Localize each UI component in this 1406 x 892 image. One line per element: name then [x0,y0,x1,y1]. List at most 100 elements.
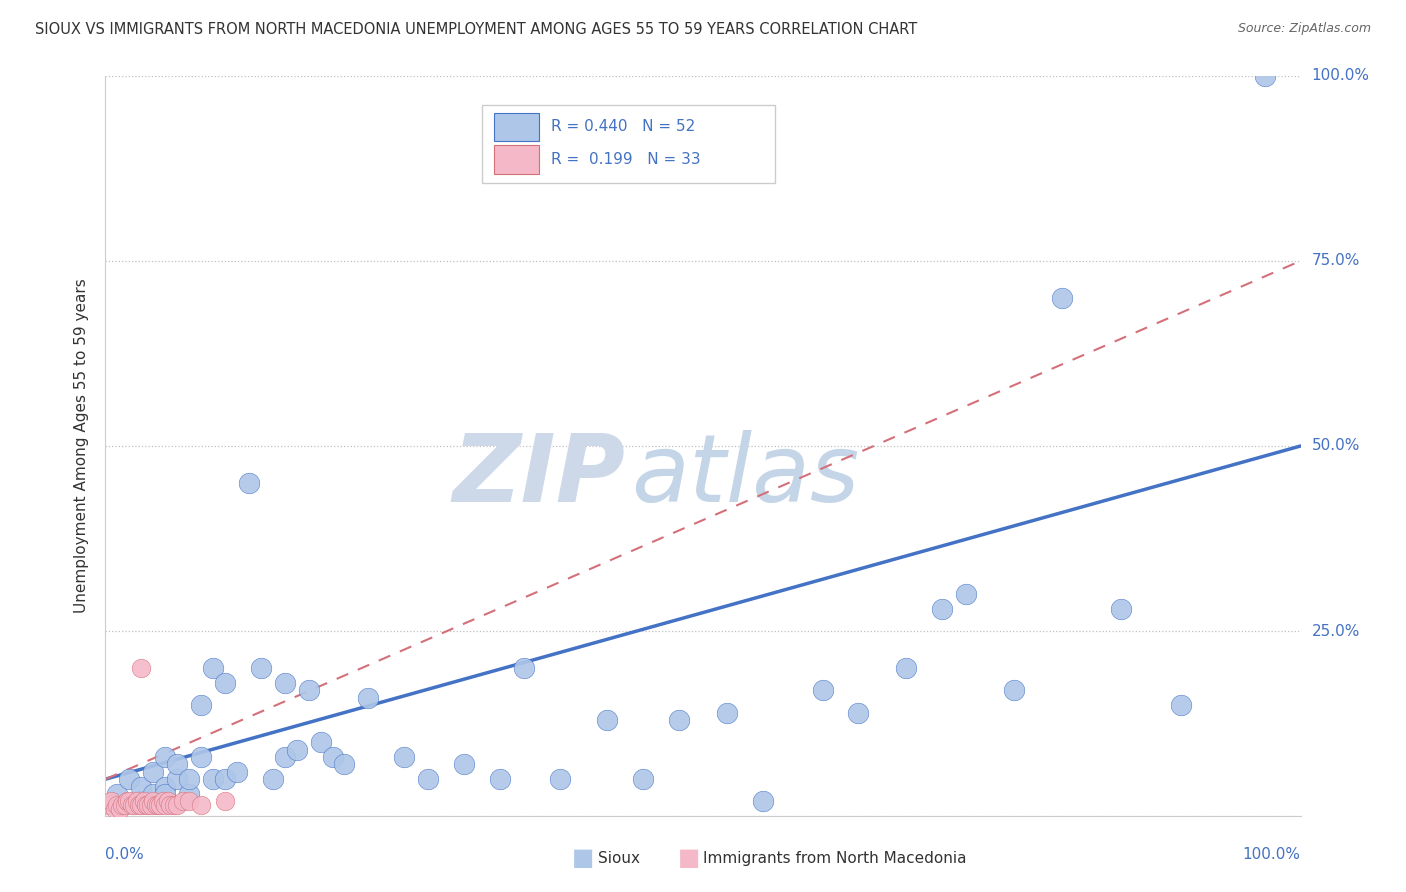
Bar [494,112,540,141]
Point [250,661,273,675]
Point [1002,683,1025,698]
Bar [494,145,540,174]
Text: Sioux: Sioux [598,851,640,865]
Point [238,475,260,490]
Point [145,798,167,813]
Point [139,798,162,813]
Point [122,798,145,813]
Text: ■: ■ [678,847,700,870]
Point [166,798,188,813]
Text: 100.0%: 100.0% [1243,847,1301,862]
Point [1254,69,1277,83]
Point [489,772,512,787]
Point [162,798,184,813]
Point [100,794,122,808]
Point [190,698,212,712]
Text: ■: ■ [572,847,595,870]
Point [118,794,141,808]
Point [104,802,127,816]
Point [142,794,165,808]
Point [177,787,201,801]
Point [357,690,380,705]
Point [177,772,201,787]
Text: 75.0%: 75.0% [1312,253,1360,268]
Point [453,757,475,772]
Point [142,787,165,801]
Point [190,798,212,813]
Point [214,772,236,787]
Point [633,772,655,787]
Text: Source: ZipAtlas.com: Source: ZipAtlas.com [1237,22,1371,36]
Point [309,735,332,749]
Point [159,798,181,813]
Point [135,798,157,813]
Text: Immigrants from North Macedonia: Immigrants from North Macedonia [703,851,966,865]
Point [152,794,174,808]
Text: R =  0.199   N = 33: R = 0.199 N = 33 [551,152,700,167]
Text: R = 0.440   N = 52: R = 0.440 N = 52 [551,120,696,135]
Point [214,676,236,690]
Point [716,706,738,720]
Point [214,794,236,808]
Point [202,772,225,787]
Point [190,750,212,764]
Point [129,661,153,675]
Point [931,602,953,616]
Point [321,750,344,764]
Point [811,683,834,698]
Y-axis label: Unemployment Among Ages 55 to 59 years: Unemployment Among Ages 55 to 59 years [75,278,90,614]
Point [262,772,284,787]
Point [153,798,177,813]
Point [273,750,295,764]
Point [668,713,690,727]
Point [955,587,977,601]
Point [285,742,308,756]
Point [177,794,201,808]
Point [138,798,160,813]
Point [107,787,129,801]
Point [115,794,138,808]
FancyBboxPatch shape [482,105,775,183]
Point [166,772,188,787]
Point [751,794,773,808]
Point [1050,291,1073,305]
Text: 100.0%: 100.0% [1312,69,1369,83]
Point [114,798,136,813]
Point [392,750,416,764]
Text: atlas: atlas [631,430,859,521]
Point [513,661,536,675]
Point [121,798,143,813]
Point [153,787,177,801]
Point [108,802,131,816]
Point [118,772,141,787]
Point [132,794,155,808]
Point [1111,602,1133,616]
Point [153,750,177,764]
Point [548,772,571,787]
Point [125,794,148,808]
Point [1170,698,1192,712]
Point [146,798,169,813]
Point [142,764,165,779]
Point [225,764,249,779]
Point [894,661,917,675]
Text: 50.0%: 50.0% [1312,439,1360,453]
Point [153,780,177,794]
Point [416,772,439,787]
Point [129,798,153,813]
Text: SIOUX VS IMMIGRANTS FROM NORTH MACEDONIA UNEMPLOYMENT AMONG AGES 55 TO 59 YEARS : SIOUX VS IMMIGRANTS FROM NORTH MACEDONIA… [35,22,917,37]
Point [846,706,869,720]
Point [202,661,225,675]
Point [333,757,356,772]
Point [98,798,121,813]
Point [156,794,179,808]
Point [149,798,172,813]
Text: 0.0%: 0.0% [105,847,145,862]
Point [297,683,319,698]
Point [273,676,295,690]
Point [166,757,188,772]
Point [111,798,134,813]
Text: ZIP: ZIP [453,430,626,522]
Text: 25.0%: 25.0% [1312,624,1360,639]
Point [596,713,619,727]
